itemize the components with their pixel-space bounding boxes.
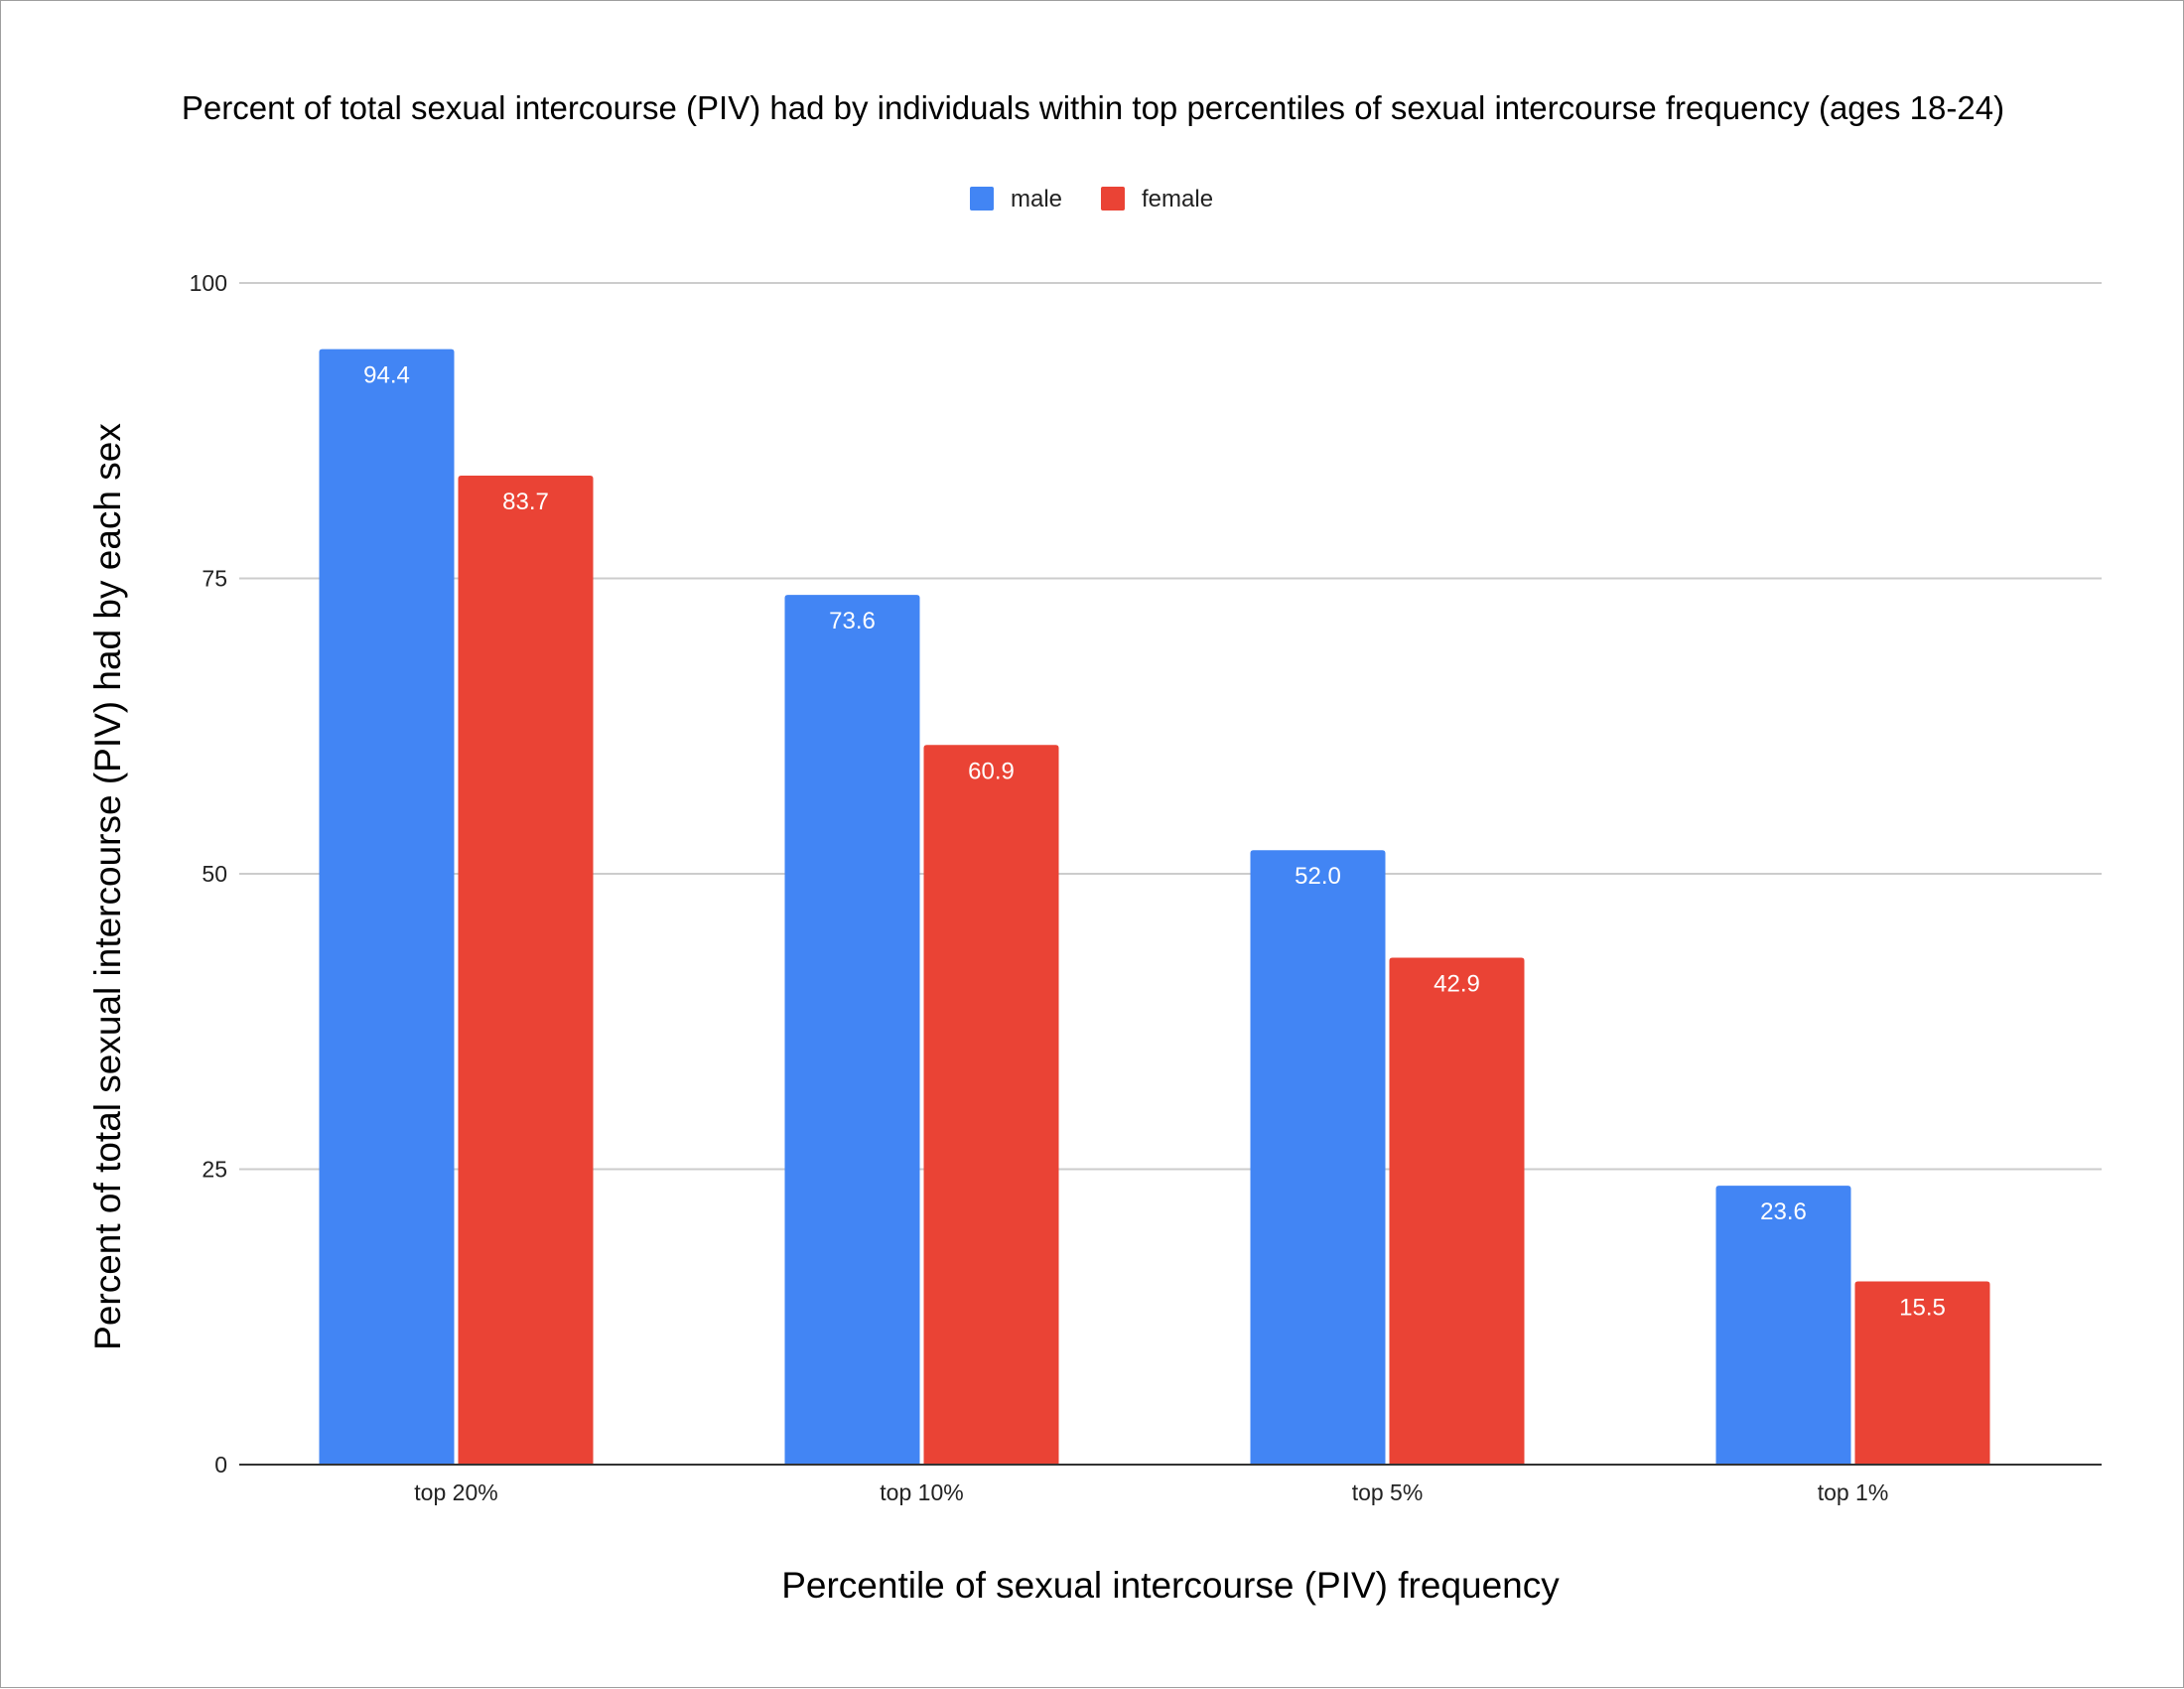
data-label-female-2: 42.9 [1433, 970, 1480, 997]
data-label-male-0: 94.4 [363, 362, 410, 389]
data-label-female-3: 15.5 [1899, 1295, 1946, 1322]
data-label-male-3: 23.6 [1760, 1198, 1807, 1225]
y-axis-title: Percent of total sexual intercourse (PIV… [87, 423, 128, 1350]
y-tick-label: 100 [190, 270, 227, 296]
bar-female-3 [1854, 1281, 1990, 1465]
legend-swatch-male [970, 187, 994, 211]
y-axis-ticks: 0 25 50 75 100 [190, 270, 227, 1478]
chart-title: Percent of total sexual intercourse (PIV… [182, 89, 2004, 126]
legend-label-female: female [1142, 186, 1213, 212]
x-tick-label: top 10% [880, 1479, 963, 1505]
y-tick-label: 50 [202, 861, 227, 887]
bars [319, 349, 1990, 1466]
x-axis-title: Percentile of sexual intercourse (PIV) f… [781, 1565, 1560, 1606]
bar-male-0 [319, 349, 455, 1465]
bar-male-1 [784, 595, 920, 1465]
data-label-male-2: 52.0 [1295, 863, 1341, 890]
legend-label-male: male [1011, 186, 1062, 212]
bar-female-0 [458, 475, 594, 1466]
legend-swatch-female [1101, 187, 1125, 211]
bar-female-1 [923, 745, 1059, 1465]
x-tick-label: top 20% [414, 1479, 497, 1505]
bar-data-labels: 94.4 83.7 73.6 60.9 52.0 42.9 23.6 15.5 [363, 362, 1946, 1322]
y-tick-label: 25 [202, 1157, 227, 1183]
bar-male-3 [1715, 1186, 1851, 1465]
bar-female-2 [1389, 957, 1525, 1465]
data-label-female-1: 60.9 [968, 758, 1015, 784]
legend: male female [970, 186, 1213, 212]
bar-male-2 [1250, 850, 1386, 1465]
x-axis-ticks: top 20% top 10% top 5% top 1% [414, 1479, 1888, 1505]
y-tick-label: 0 [214, 1452, 227, 1478]
x-tick-label: top 1% [1818, 1479, 1889, 1505]
x-tick-label: top 5% [1352, 1479, 1424, 1505]
data-label-male-1: 73.6 [829, 608, 876, 634]
y-tick-label: 75 [202, 566, 227, 592]
data-label-female-0: 83.7 [502, 489, 549, 515]
